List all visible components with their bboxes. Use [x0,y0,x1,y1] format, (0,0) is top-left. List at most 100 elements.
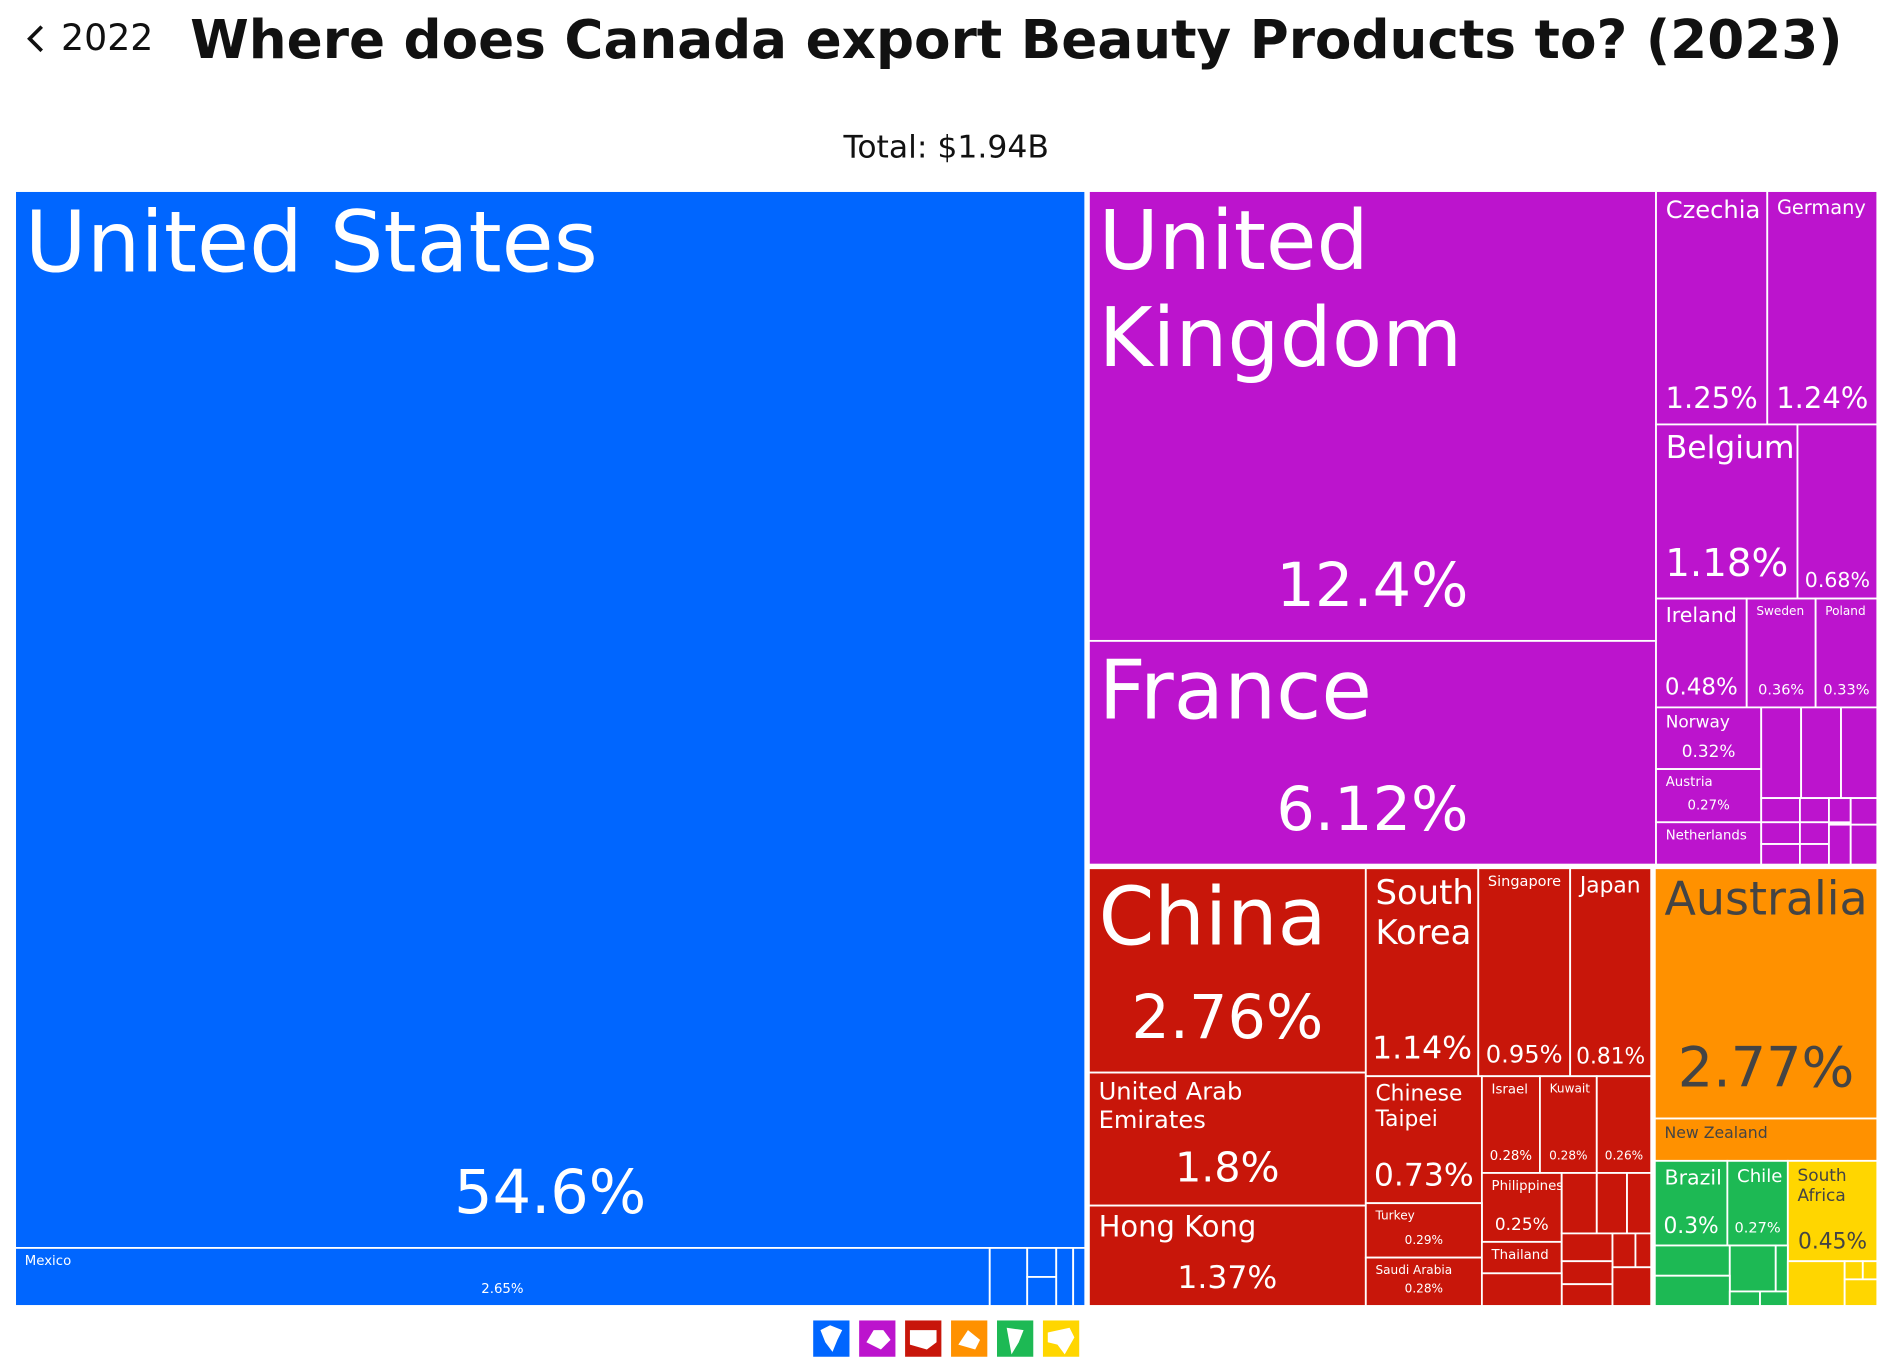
tile-label-line: Austria [1666,775,1713,790]
tile-label: South Africa [1798,1165,1847,1205]
minor-tile [1840,706,1879,799]
minor-tile [1828,797,1852,824]
tile-label-line: Thailand [1491,1248,1549,1263]
tile-label: Kuwait [1550,1081,1591,1095]
minor-tile [1560,1260,1614,1286]
back-arrow[interactable] [27,25,43,53]
tile [1480,1172,1563,1243]
minor-tile [1026,1276,1058,1307]
tile-value: 0.73% [1374,1157,1474,1193]
minor-tile [1595,1172,1628,1235]
tile [1480,1240,1563,1275]
tile-value: 0.28% [1549,1149,1587,1163]
tile [1655,821,1763,866]
tile-value: 0.81% [1576,1045,1645,1070]
minor-tile [1843,1278,1879,1307]
tile-value: 0.27% [1735,1221,1781,1237]
tile-value: 0.3% [1663,1214,1718,1239]
tile-label-line: Korea [1375,913,1471,952]
tile-label-line: United States [25,193,598,292]
tile [1653,1117,1879,1162]
tile [1087,867,1367,1074]
tile-label-line: Ireland [1666,603,1737,627]
legend-glyph [1006,1327,1024,1355]
tile-value: 0.33% [1823,682,1869,698]
tile-label-line: France [1099,644,1372,739]
tile-label: Australia [1664,871,1867,925]
tile-value: 0.26% [1605,1149,1643,1163]
minor-tile [1560,1232,1614,1263]
minor-tile [1800,706,1842,799]
tile-label: Chinese Taipei [1374,1082,1462,1133]
tile-value: 54.6% [454,1158,646,1228]
tile-label: Hong Kong [1099,1209,1257,1243]
minor-tile [1728,1244,1777,1293]
tile-value: 1.37% [1177,1260,1277,1296]
tile-label-line: Chile [1737,1166,1782,1187]
legend-glyph [866,1330,891,1350]
back-year[interactable]: 2022 [61,16,153,59]
tile-label: New Zealand [1664,1123,1767,1142]
minor-tile [1849,823,1879,866]
tile-label-line: Norway [1666,712,1730,732]
tile-value: 6.12% [1276,775,1468,845]
tile [1766,190,1879,426]
tile-label-line: Netherlands [1666,828,1747,843]
tile-label-line: Mexico [25,1254,71,1269]
minor-tile [1760,797,1801,824]
minor-tile [1849,797,1879,826]
tile-label: Singapore [1488,874,1561,890]
tile-label: France [1099,644,1372,739]
tile-value: 12.4% [1276,551,1468,621]
tile-label-line: Japan [1578,874,1641,899]
minor-tile [1774,1244,1789,1293]
tile-label: China [1099,871,1327,964]
tile-label: United Kingdom [1099,194,1463,386]
tile-label: Ireland [1666,603,1737,627]
tile-label-line: Taipei [1374,1107,1437,1132]
tile-label: Belgium [1666,430,1795,466]
minor-tile [1843,1260,1864,1281]
tile-label-line: Kingdom [1099,291,1463,386]
tile [1569,867,1653,1078]
tile [1364,867,1480,1078]
tile-label: Israel [1492,1082,1528,1097]
tile-value: 0.32% [1682,741,1736,761]
minor-tile [1480,1272,1563,1307]
legend-glyph [958,1330,981,1350]
tile-label-line: United [1099,194,1369,289]
minor-tile [1799,797,1830,824]
minor-tile [1611,1266,1653,1307]
tile-label: Thailand [1491,1248,1549,1263]
tile-label: Turkey [1374,1208,1414,1222]
treemap: United States 54.6% Mexico 2.65% United Kingd… [14,190,1879,1307]
back-link[interactable]: 2022 [27,16,154,59]
tile-label: Japan [1578,874,1641,899]
chart-subtitle: Total: $1.94B [842,130,1048,166]
tile [1655,597,1748,709]
tile-label-line: Australia [1664,871,1867,925]
minor-tile [1760,821,1801,845]
tile-label: Sweden [1756,603,1804,617]
tile-value: 0.36% [1758,682,1804,698]
minor-tile [1760,706,1803,799]
tile-label: Austria [1666,775,1713,790]
tile-value: 0.28% [1490,1149,1532,1164]
tile-label: Philippines [1492,1179,1564,1194]
tile-value: 0.48% [1665,674,1738,700]
tile-label-line: Belgium [1666,430,1795,466]
tile-label: Brazil [1664,1165,1721,1189]
minor-tile [1653,1244,1731,1277]
minor-tile [1759,1290,1789,1307]
minor-tile [1828,823,1852,866]
tile [1087,1204,1367,1307]
tile-label-line: Germany [1777,195,1866,218]
tile [1087,1071,1367,1207]
minor-tile [1072,1247,1087,1307]
minor-tile [1560,1172,1598,1235]
tile-label-line: Emirates [1099,1106,1206,1134]
tile-label-line: United Arab [1099,1077,1243,1105]
tile [1796,423,1879,600]
legend-glyph [909,1330,937,1350]
